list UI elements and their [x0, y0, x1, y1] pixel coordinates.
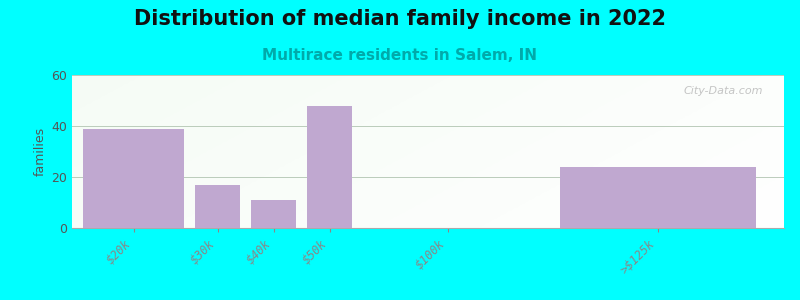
Text: City-Data.com: City-Data.com — [683, 86, 762, 96]
Bar — [251, 200, 296, 228]
Bar — [307, 106, 352, 228]
Text: Multirace residents in Salem, IN: Multirace residents in Salem, IN — [262, 48, 538, 63]
Text: Distribution of median family income in 2022: Distribution of median family income in … — [134, 9, 666, 29]
Bar — [83, 128, 184, 228]
Y-axis label: families: families — [34, 127, 47, 176]
Bar — [195, 184, 240, 228]
Bar — [560, 167, 756, 228]
